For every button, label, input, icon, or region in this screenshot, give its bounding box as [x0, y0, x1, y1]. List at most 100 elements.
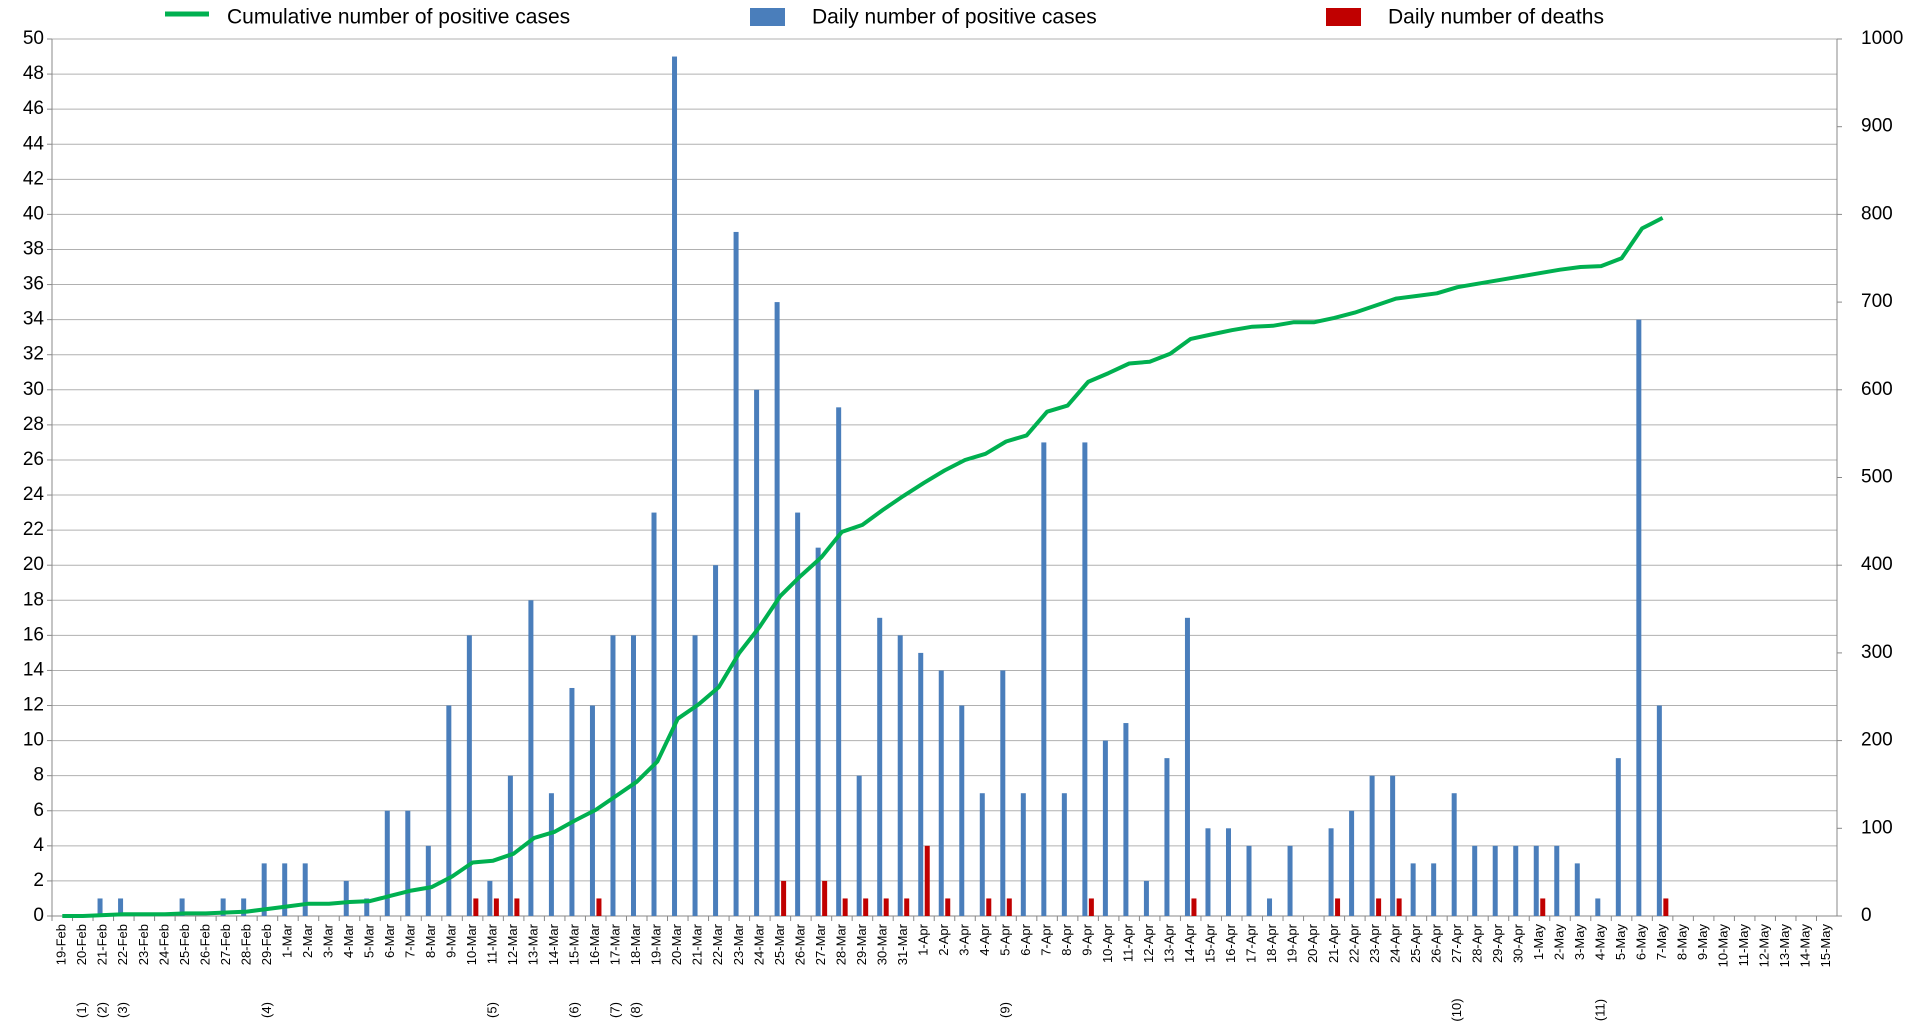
bar [384, 810, 390, 916]
x-tick-label: 22-Apr [1346, 923, 1361, 963]
x-tick-label: 25-Mar [772, 923, 787, 965]
x-tick-label: 8-Mar [423, 923, 438, 958]
bar [1191, 898, 1197, 916]
x-tick-label: 25-Apr [1408, 923, 1423, 963]
x-tick-label: 28-Apr [1469, 923, 1484, 963]
annotation: (6) [567, 1002, 582, 1018]
y-tick-label: 22 [23, 519, 44, 540]
bar [1376, 898, 1382, 916]
y-tick-label: 2 [33, 870, 44, 891]
x-tick-label: 15-Mar [567, 923, 582, 965]
bar [1020, 793, 1026, 916]
annotation: (10) [1449, 998, 1464, 1021]
y-tick-label: 38 [23, 238, 44, 259]
x-tick-label: 28-Mar [833, 923, 848, 965]
x-tick-label: 30-Mar [874, 923, 889, 965]
bar [1533, 845, 1539, 916]
bar [856, 775, 862, 916]
bar [1513, 845, 1519, 916]
bar [1431, 863, 1437, 916]
x-tick-label: 14-May [1798, 924, 1813, 968]
y-tick-label: 12 [23, 695, 44, 716]
y-tick-label: 48 [23, 63, 44, 84]
legend-label: Cumulative number of positive cases [227, 6, 570, 29]
bar [1396, 898, 1402, 916]
y2-tick-label: 700 [1861, 291, 1893, 312]
x-tick-label: 30-Apr [1510, 923, 1525, 963]
x-tick-label: 15-Apr [1203, 923, 1218, 963]
bar [883, 898, 889, 916]
bar [959, 705, 965, 916]
bar [1061, 793, 1067, 916]
x-tick-label: 19-Apr [1285, 923, 1300, 963]
y-tick-label: 32 [23, 344, 44, 365]
x-tick-label: 3-Mar [320, 923, 335, 958]
bar [774, 302, 780, 917]
annotation: (9) [997, 1002, 1012, 1018]
annotation: (5) [485, 1002, 500, 1018]
x-tick-label: 3-Apr [956, 923, 971, 955]
bar [514, 898, 520, 916]
x-tick-label: 21-Apr [1326, 923, 1341, 963]
x-tick-label: 14-Apr [1182, 923, 1197, 963]
x-tick-label: 29-Apr [1490, 923, 1505, 963]
x-tick-label: 2-Apr [936, 923, 951, 955]
x-tick-label: 21-Feb [95, 924, 110, 965]
line [62, 216, 1664, 918]
annotation: (2) [95, 1002, 110, 1018]
bar [1123, 723, 1129, 916]
y-tick-label: 30 [23, 379, 44, 400]
x-tick-label: 11-May [1736, 924, 1751, 967]
y-tick-label: 8 [33, 765, 44, 786]
x-tick-label: 15-May [1818, 924, 1833, 968]
bar [938, 670, 944, 916]
bar [842, 898, 848, 916]
x-tick-label: 25-Feb [177, 924, 192, 965]
y2-tick-label: 500 [1861, 467, 1893, 488]
x-tick-label: 1-May [1531, 924, 1546, 961]
x-tick-label: 26-Feb [197, 924, 212, 965]
bar [1102, 740, 1108, 916]
x-tick-label: 18-Mar [628, 923, 643, 965]
x-tick-label: 14-Mar [546, 923, 561, 965]
x-tick-label: 9-Mar [444, 923, 459, 958]
x-tick-label: 23-Mar [731, 923, 746, 965]
x-tick-label: 29-Feb [259, 924, 274, 965]
bar [986, 898, 992, 916]
legend-label: Daily number of deaths [1388, 6, 1604, 29]
bar [493, 898, 499, 916]
x-tick-label: 20-Feb [74, 924, 89, 965]
x-tick-label: 6-May [1634, 924, 1649, 961]
bar [1205, 828, 1211, 916]
y2-tick-label: 300 [1861, 642, 1893, 663]
x-tick-label: 5-May [1613, 924, 1628, 961]
bar [815, 547, 821, 916]
bar [261, 863, 267, 916]
annotation: (3) [115, 1002, 130, 1018]
x-tick-label: 21-Mar [690, 923, 705, 965]
x-tick-label: 26-Apr [1428, 923, 1443, 963]
x-tick-label: 12-May [1757, 924, 1772, 968]
bar [1540, 898, 1546, 916]
x-tick-label: 11-Apr [1121, 923, 1136, 962]
bar [364, 898, 370, 916]
bar [302, 863, 308, 916]
x-tick-label: 6-Apr [1018, 923, 1033, 955]
bar [1410, 863, 1416, 916]
x-tick-label: 7-Mar [402, 923, 417, 958]
x-tick-label: 29-Mar [854, 923, 869, 965]
bar [1335, 898, 1341, 916]
bar [1574, 863, 1580, 916]
x-tick-label: 10-May [1716, 924, 1731, 968]
y2-tick-label: 800 [1861, 203, 1893, 224]
bar [1595, 898, 1601, 916]
legend-swatch [750, 8, 785, 26]
x-tick-label: 2-May [1551, 924, 1566, 961]
x-tick-label: 7-Apr [1039, 923, 1054, 955]
x-tick-label: 4-May [1592, 924, 1607, 961]
x-tick-label: 16-Apr [1223, 923, 1238, 963]
bar [822, 880, 828, 916]
annotation: (4) [259, 1002, 274, 1018]
bar [1615, 758, 1621, 916]
